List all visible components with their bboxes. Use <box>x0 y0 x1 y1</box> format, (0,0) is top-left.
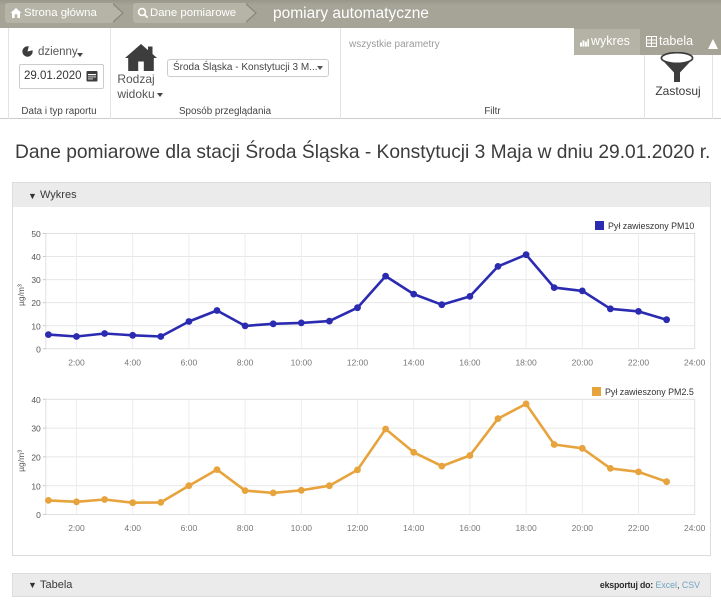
svg-text:24:00: 24:00 <box>684 357 706 367</box>
svg-text:8:00: 8:00 <box>237 523 254 533</box>
svg-text:µg/m³: µg/m³ <box>16 450 26 472</box>
svg-text:18:00: 18:00 <box>515 357 537 367</box>
svg-text:6:00: 6:00 <box>181 523 198 533</box>
svg-text:6:00: 6:00 <box>181 357 198 367</box>
svg-text:40: 40 <box>31 395 41 405</box>
svg-text:10: 10 <box>31 321 41 331</box>
svg-text:50: 50 <box>31 229 41 239</box>
svg-text:10:00: 10:00 <box>291 523 313 533</box>
svg-text:4:00: 4:00 <box>124 523 141 533</box>
svg-text:14:00: 14:00 <box>403 523 425 533</box>
svg-text:µg/m³: µg/m³ <box>16 284 26 306</box>
svg-text:10:00: 10:00 <box>291 357 313 367</box>
svg-text:0: 0 <box>36 344 41 354</box>
svg-text:14:00: 14:00 <box>403 357 425 367</box>
svg-text:16:00: 16:00 <box>459 523 481 533</box>
svg-text:18:00: 18:00 <box>515 523 537 533</box>
svg-text:20:00: 20:00 <box>572 523 594 533</box>
svg-text:12:00: 12:00 <box>347 523 369 533</box>
svg-text:30: 30 <box>31 424 41 434</box>
svg-text:24:00: 24:00 <box>684 523 706 533</box>
svg-text:40: 40 <box>31 252 41 262</box>
svg-text:4:00: 4:00 <box>124 357 141 367</box>
svg-text:0: 0 <box>36 510 41 520</box>
svg-text:8:00: 8:00 <box>237 357 254 367</box>
svg-text:20: 20 <box>31 298 41 308</box>
svg-text:10: 10 <box>31 481 41 491</box>
svg-text:2:00: 2:00 <box>68 523 85 533</box>
svg-text:22:00: 22:00 <box>628 523 650 533</box>
svg-text:Pył zawieszony PM10: Pył zawieszony PM10 <box>608 221 694 231</box>
svg-text:2:00: 2:00 <box>68 357 85 367</box>
svg-text:22:00: 22:00 <box>628 357 650 367</box>
svg-text:20:00: 20:00 <box>572 357 594 367</box>
svg-text:16:00: 16:00 <box>459 357 481 367</box>
svg-text:Pył zawieszony PM2.5: Pył zawieszony PM2.5 <box>605 387 694 397</box>
svg-text:12:00: 12:00 <box>347 357 369 367</box>
svg-text:30: 30 <box>31 275 41 285</box>
svg-text:20: 20 <box>31 453 41 463</box>
